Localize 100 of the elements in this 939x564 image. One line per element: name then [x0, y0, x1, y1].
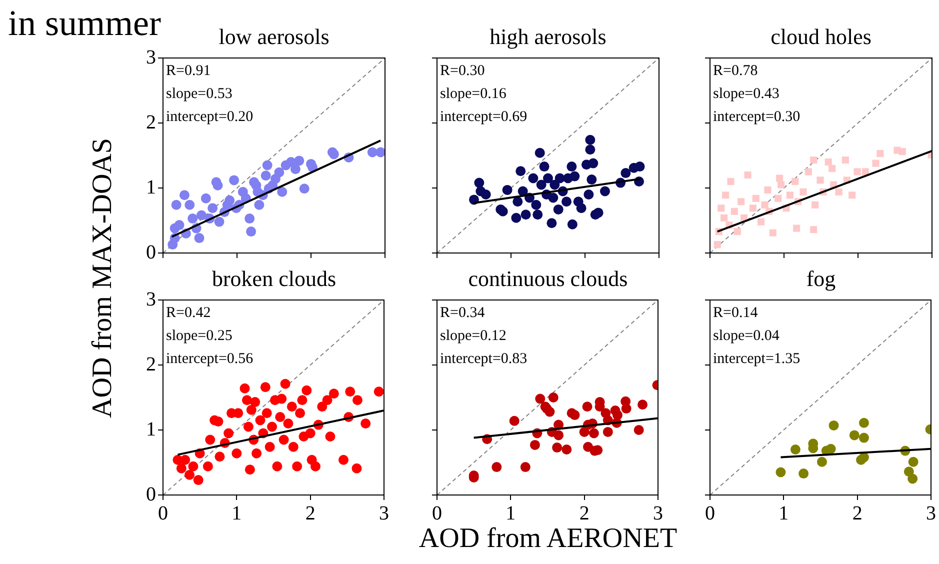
point — [826, 444, 836, 454]
annotation: R=0.91 — [166, 63, 211, 80]
y-tick-label: 2 — [146, 353, 156, 376]
point — [593, 208, 604, 218]
point — [194, 233, 204, 244]
point — [174, 220, 184, 230]
point — [338, 454, 348, 465]
point — [322, 395, 332, 406]
point — [730, 208, 738, 215]
point — [302, 385, 312, 396]
point — [171, 200, 182, 210]
point — [267, 422, 278, 432]
annotation: intercept=0.56 — [166, 351, 254, 368]
point — [531, 200, 542, 210]
annotation: intercept=0.30 — [713, 109, 800, 126]
point — [277, 186, 288, 197]
point — [200, 193, 211, 204]
y-tick-label: 3 — [146, 46, 156, 68]
point — [328, 388, 339, 399]
text: in summer — [8, 2, 161, 44]
point — [786, 192, 794, 199]
point — [310, 461, 320, 472]
point — [752, 194, 760, 202]
point — [567, 219, 578, 230]
point — [224, 428, 234, 438]
point — [550, 180, 560, 190]
y-tick-label: 1 — [146, 418, 156, 440]
point — [584, 190, 594, 200]
point — [511, 212, 522, 223]
point — [602, 426, 613, 437]
point — [352, 463, 362, 474]
point — [761, 201, 768, 208]
point — [744, 171, 752, 179]
point — [828, 164, 836, 172]
point — [585, 134, 596, 145]
point — [810, 226, 818, 234]
point — [262, 408, 272, 418]
point — [276, 394, 287, 404]
x-tick-label: 1 — [778, 502, 789, 524]
x-tick-label: 0 — [432, 502, 442, 524]
x-tick-label: 1 — [232, 502, 242, 524]
point — [908, 474, 918, 484]
point — [205, 434, 216, 445]
point — [294, 156, 304, 166]
point — [528, 173, 538, 184]
point — [543, 173, 553, 184]
point — [242, 395, 252, 406]
point — [360, 418, 371, 428]
point — [812, 201, 819, 208]
x-axis-title: AOD from AERONET — [418, 523, 678, 555]
point — [509, 416, 520, 426]
point — [295, 408, 306, 418]
point — [286, 402, 297, 412]
annotation: slope=0.25 — [166, 328, 232, 345]
point — [480, 190, 491, 200]
point — [179, 190, 190, 200]
y-tick-label: 2 — [146, 111, 156, 134]
point — [849, 430, 860, 440]
point — [621, 404, 632, 414]
point — [872, 160, 880, 167]
point — [816, 176, 824, 184]
point — [554, 430, 564, 440]
point — [539, 162, 550, 172]
point — [553, 204, 564, 214]
point — [774, 194, 782, 202]
point — [264, 442, 275, 452]
x-tick-label: 3 — [926, 502, 936, 524]
point — [562, 196, 572, 207]
point — [255, 415, 266, 426]
y-tick-label: 3 — [146, 288, 156, 310]
point — [876, 150, 884, 158]
point — [858, 418, 869, 428]
annotation: intercept=0.83 — [440, 351, 528, 368]
x-tick-label: 2 — [579, 502, 590, 524]
point — [562, 444, 572, 454]
point — [908, 456, 918, 467]
point — [638, 400, 648, 410]
point — [738, 198, 745, 206]
point — [810, 156, 818, 164]
chart-title: high aerosols — [488, 24, 608, 50]
point — [800, 188, 807, 196]
point — [835, 188, 842, 196]
point — [250, 397, 260, 408]
point — [260, 382, 270, 392]
point — [828, 420, 839, 430]
point — [790, 444, 800, 454]
point — [233, 408, 244, 418]
annotation: slope=0.53 — [166, 86, 232, 103]
x-tick-label: 3 — [379, 502, 389, 524]
point — [288, 442, 298, 452]
point — [246, 226, 256, 237]
point — [278, 434, 289, 445]
x-tick-label: 2 — [852, 502, 862, 524]
annotation: slope=0.04 — [713, 328, 780, 345]
point — [520, 210, 531, 220]
point — [374, 386, 384, 397]
point — [734, 228, 741, 236]
point — [240, 383, 250, 394]
point — [535, 394, 546, 404]
x-tick-label: 1 — [506, 502, 516, 524]
